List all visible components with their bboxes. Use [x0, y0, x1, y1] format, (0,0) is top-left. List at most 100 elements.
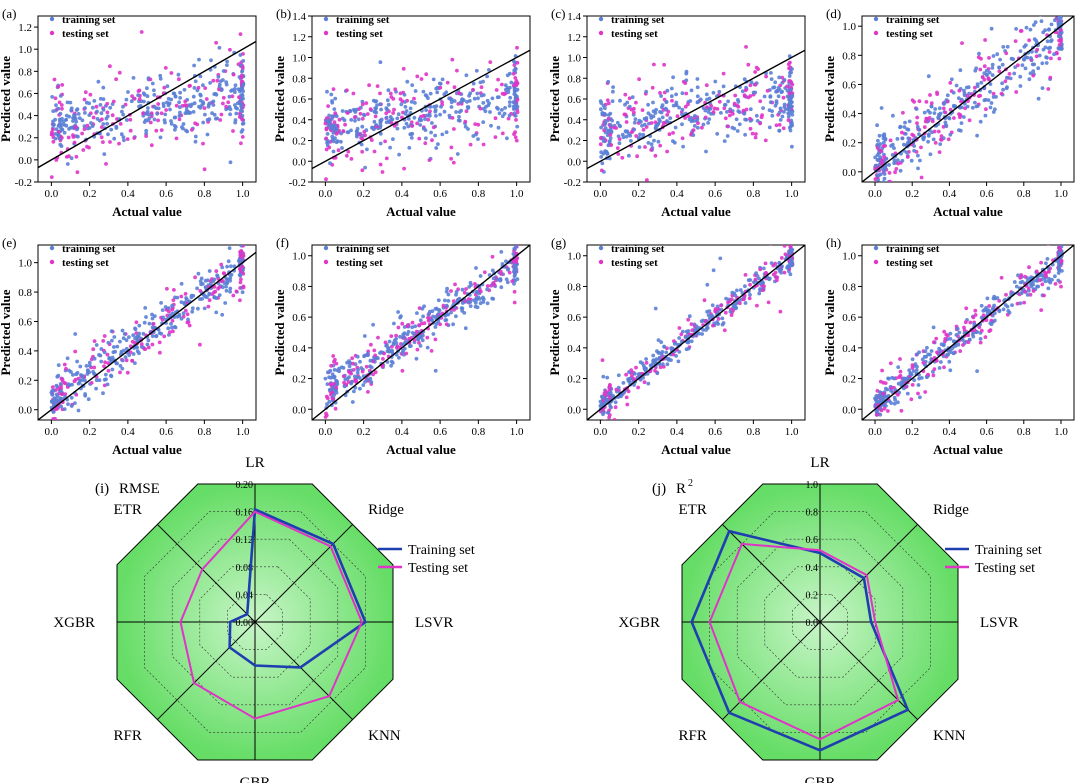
training-point [87, 370, 91, 375]
testing-point [146, 345, 151, 350]
testing-point [952, 116, 956, 120]
training-point [789, 70, 793, 75]
training-point [466, 127, 470, 131]
testing-point [1035, 47, 1040, 52]
testing-point [167, 309, 171, 314]
testing-point [514, 80, 518, 85]
training-point [200, 282, 205, 286]
testing-point [1039, 260, 1043, 265]
testing-point [922, 125, 927, 129]
training-point [182, 87, 187, 92]
training-point [207, 269, 212, 273]
training-point [343, 377, 348, 382]
testing-point [324, 177, 328, 182]
training-point [677, 350, 682, 354]
training-point [640, 361, 645, 366]
training-point [632, 120, 637, 125]
training-point [505, 86, 510, 90]
training-point [665, 88, 670, 93]
training-point [515, 277, 520, 281]
training-point [785, 94, 790, 99]
training-point [962, 88, 966, 93]
training-point [711, 268, 716, 273]
testing-point [1028, 292, 1033, 297]
training-point [192, 86, 197, 90]
training-point [500, 114, 505, 119]
training-point [695, 85, 700, 90]
testing-point [353, 379, 358, 383]
training-point [724, 296, 728, 301]
training-point [327, 113, 331, 118]
testing-point [438, 85, 443, 90]
training-point [431, 77, 436, 82]
y-tick-label: 0.0 [292, 156, 306, 168]
training-point [221, 69, 226, 73]
testing-point [680, 136, 685, 141]
x-tick-label: 0.2 [83, 426, 97, 438]
x-tick-label: 0.4 [395, 188, 409, 200]
training-point [953, 343, 958, 348]
testing-point [72, 379, 77, 384]
testing-point [729, 313, 734, 317]
legend-testing-label: testing set [611, 28, 658, 40]
training-point [1032, 62, 1036, 67]
training-point [198, 279, 203, 284]
training-point [220, 312, 225, 317]
training-point [767, 276, 772, 281]
training-point [879, 397, 884, 402]
training-point [440, 77, 445, 82]
training-point [611, 89, 615, 94]
training-point [103, 372, 108, 377]
testing-point [653, 153, 658, 158]
training-point [449, 105, 454, 109]
training-point [135, 338, 140, 343]
testing-point [926, 372, 930, 377]
training-point [972, 322, 977, 326]
training-point [69, 395, 74, 400]
training-point [217, 82, 222, 87]
testing-point [89, 381, 94, 385]
testing-point [333, 111, 338, 116]
training-point [610, 99, 615, 104]
training-point [146, 106, 150, 110]
testing-point [333, 406, 338, 411]
training-point [108, 105, 113, 110]
training-point [768, 94, 773, 99]
training-point [788, 272, 793, 277]
testing-point [755, 303, 759, 308]
training-point [677, 336, 682, 340]
training-point [129, 99, 134, 104]
training-point [646, 141, 651, 145]
training-point [948, 350, 953, 355]
training-point [404, 121, 409, 126]
testing-point [400, 368, 405, 373]
training-point [177, 113, 182, 118]
training-point [101, 391, 105, 396]
training-point [704, 149, 708, 154]
training-point [1028, 27, 1033, 32]
training-point [742, 111, 747, 116]
training-point [436, 308, 441, 312]
training-point [68, 100, 73, 105]
testing-point [362, 130, 367, 134]
training-point [686, 346, 691, 351]
testing-point [239, 141, 243, 146]
training-point [363, 380, 367, 384]
radar-grid-ring [736, 538, 904, 706]
training-point [446, 299, 451, 303]
radar-tick-label: 0.00 [236, 618, 254, 629]
testing-point [514, 118, 518, 122]
y-tick-label: 0.0 [18, 405, 32, 417]
training-point [780, 114, 785, 119]
training-point [660, 115, 665, 120]
training-point [208, 282, 213, 286]
training-point [396, 310, 400, 314]
training-point [1058, 11, 1062, 15]
testing-point [991, 91, 996, 96]
training-point [387, 119, 391, 123]
training-point [232, 264, 237, 269]
training-point [214, 116, 218, 121]
testing-point [352, 115, 357, 120]
training-point [342, 384, 347, 389]
testing-point [52, 77, 57, 82]
